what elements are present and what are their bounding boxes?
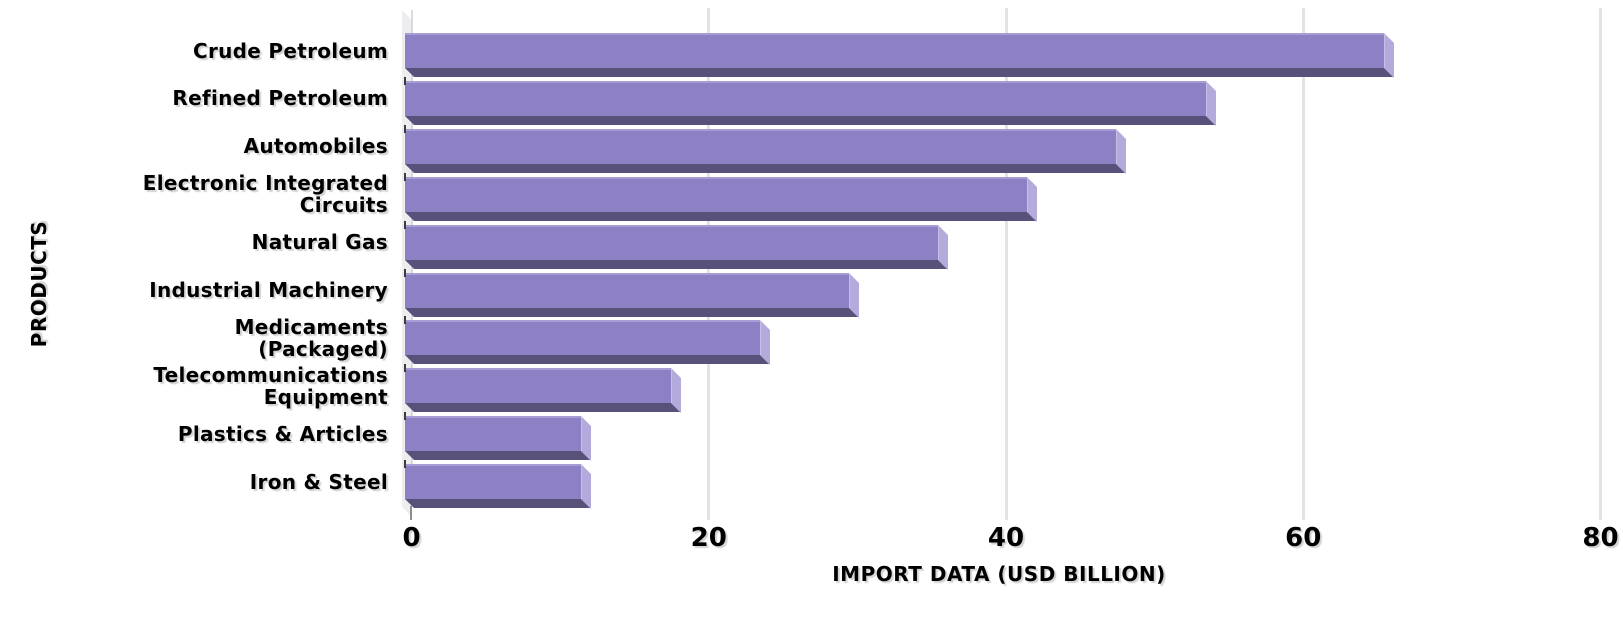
category-boundary-tick — [404, 268, 406, 277]
bar-refined-petroleum[interactable] — [405, 80, 1216, 126]
bar-row: Telecommunications Equipment — [0, 364, 1623, 413]
bar-3d-bottom-face — [405, 68, 1393, 77]
bar-medicaments[interactable] — [405, 320, 770, 365]
category-boundary-tick — [404, 364, 406, 373]
bar-3d-bottom-face — [405, 307, 858, 316]
bar-3d-bottom-face — [405, 115, 1215, 125]
bar-3d-bottom-face — [405, 355, 769, 364]
category-label: Automobiles — [243, 134, 388, 159]
x-tick-label: 80 — [1582, 523, 1619, 553]
category-label: Natural Gas — [251, 230, 388, 255]
category-boundary-tick — [404, 172, 406, 181]
category-label: Refined Petroleum — [172, 86, 388, 111]
gridline-60 — [1301, 8, 1305, 520]
x-tick-label: 20 — [690, 523, 727, 553]
category-boundary-tick — [404, 460, 406, 469]
category-label: Telecommunications Equipment — [153, 362, 388, 409]
bar-crude-petroleum[interactable] — [405, 33, 1394, 78]
bar-telecommunications[interactable] — [405, 368, 681, 413]
x-axis-title: IMPORT DATA (USD BILLION) — [832, 562, 1166, 586]
x-tick-label: 40 — [987, 523, 1025, 553]
bar-row: Refined Petroleum — [0, 80, 1623, 126]
category-label: Electronic Integrated Circuits — [142, 171, 388, 218]
category-boundary-tick — [404, 412, 406, 421]
bar-row: Industrial Machinery — [0, 272, 1623, 317]
bar-automobiles[interactable] — [405, 128, 1126, 174]
bar-industrial-machinery[interactable] — [405, 272, 859, 317]
category-boundary-tick — [404, 76, 406, 85]
x-tick-label: 0 — [402, 523, 421, 553]
bar-row: Iron & Steel — [0, 464, 1623, 509]
x-tick-label: 60 — [1285, 523, 1322, 553]
bar-row: Crude Petroleum — [0, 33, 1623, 78]
category-label: Medicaments (Packaged) — [234, 314, 388, 361]
category-boundary-tick — [404, 316, 406, 325]
bar-iron-steel[interactable] — [405, 464, 591, 509]
category-label: Crude Petroleum — [192, 38, 388, 63]
category-label: Industrial Machinery — [149, 278, 388, 302]
bar-electronic-integrated[interactable] — [405, 176, 1037, 222]
bar-row: Plastics & Articles — [0, 416, 1623, 461]
gridline-80 — [1599, 8, 1602, 520]
bar-row: Natural Gas — [0, 224, 1623, 270]
bar-3d-bottom-face — [405, 163, 1125, 173]
bar-row: Electronic Integrated Circuits — [0, 172, 1623, 222]
bar-row: Automobiles — [0, 128, 1623, 174]
bar-row: Medicaments (Packaged) — [0, 316, 1623, 365]
bar-3d-bottom-face — [405, 259, 947, 269]
category-label: Plastics & Articles — [177, 421, 388, 446]
category-boundary-tick — [404, 124, 406, 133]
category-boundary-tick — [404, 220, 406, 229]
bar-3d-bottom-face — [405, 211, 1036, 221]
bar-3d-bottom-face — [405, 403, 680, 412]
bar-3d-bottom-face — [405, 451, 590, 460]
category-label: Iron & Steel — [249, 469, 388, 494]
bar-plastics-articles[interactable] — [405, 416, 591, 461]
bar-natural-gas[interactable] — [405, 224, 948, 270]
gridline-40 — [1004, 8, 1008, 520]
bar-3d-bottom-face — [405, 499, 590, 508]
x-axis-zero-tick — [410, 506, 412, 520]
